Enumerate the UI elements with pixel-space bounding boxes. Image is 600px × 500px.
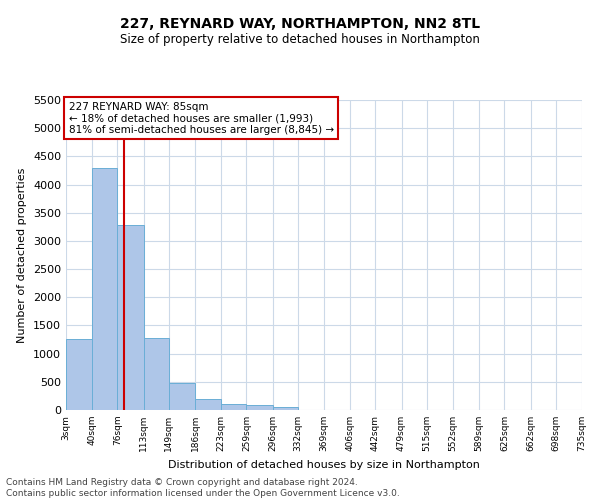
Bar bbox=[247, 406, 272, 410]
Bar bbox=[143, 338, 169, 410]
Text: 227, REYNARD WAY, NORTHAMPTON, NN2 8TL: 227, REYNARD WAY, NORTHAMPTON, NN2 8TL bbox=[120, 18, 480, 32]
Bar bbox=[272, 407, 298, 410]
Bar bbox=[169, 383, 195, 410]
Text: Size of property relative to detached houses in Northampton: Size of property relative to detached ho… bbox=[120, 32, 480, 46]
Bar bbox=[118, 225, 143, 410]
Bar bbox=[221, 404, 247, 410]
Bar bbox=[66, 339, 92, 410]
X-axis label: Distribution of detached houses by size in Northampton: Distribution of detached houses by size … bbox=[168, 460, 480, 469]
Bar bbox=[195, 399, 221, 410]
Text: 227 REYNARD WAY: 85sqm
← 18% of detached houses are smaller (1,993)
81% of semi-: 227 REYNARD WAY: 85sqm ← 18% of detached… bbox=[68, 102, 334, 134]
Bar bbox=[92, 168, 118, 410]
Y-axis label: Number of detached properties: Number of detached properties bbox=[17, 168, 28, 342]
Text: Contains HM Land Registry data © Crown copyright and database right 2024.
Contai: Contains HM Land Registry data © Crown c… bbox=[6, 478, 400, 498]
